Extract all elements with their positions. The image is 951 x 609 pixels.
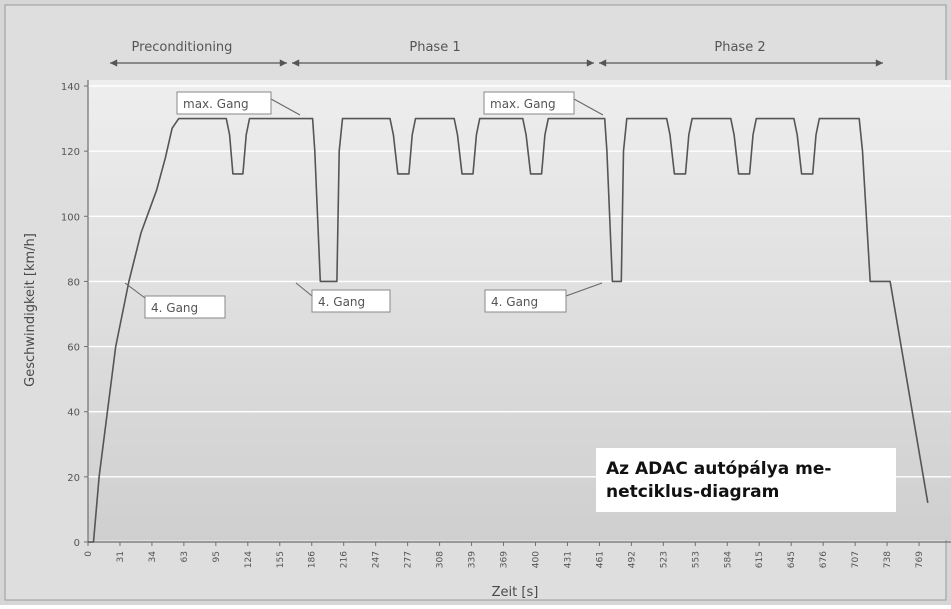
phase-label-1: Phase 1 [409, 40, 460, 55]
x-tick-label: 492 [627, 551, 637, 568]
x-tick-label: 615 [755, 551, 765, 568]
annotation-leader [270, 98, 301, 116]
x-tick-label: 645 [787, 551, 797, 568]
x-tick-label: 95 [212, 551, 222, 562]
annotation-4-gang-3: 4. Gang [491, 295, 538, 309]
x-tick-label: 34 [148, 551, 158, 563]
x-axis-label: Zeit [s] [492, 585, 539, 600]
y-axis-label: Geschwindigkeit [km/h] [23, 233, 38, 387]
x-tick-label: 523 [659, 551, 669, 568]
x-tick-label: 707 [851, 551, 861, 568]
caption-line-2: netciklus-diagram [606, 482, 779, 502]
caption-box: Az ADAC autópálya me- netciklus-diagram [596, 448, 896, 512]
annotations: max. Gang 4. Gang max. Gang 4. Gang 4. G… [124, 91, 604, 319]
y-tick-label: 20 [67, 473, 80, 484]
caption-line-1: Az ADAC autópálya me- [606, 459, 831, 479]
x-tick-label: 63 [180, 551, 190, 562]
x-tick-label: 769 [915, 551, 925, 568]
speed-series-line [88, 117, 929, 543]
x-tick-label: 431 [563, 551, 573, 568]
phase-label-preconditioning: Preconditioning [132, 40, 233, 55]
y-tick-label: 120 [61, 147, 80, 158]
x-tick-label: 676 [819, 551, 829, 568]
annotation-box [483, 91, 575, 115]
x-tick-label: 186 [308, 551, 318, 568]
annotation-leader [295, 282, 313, 297]
annotation-box [176, 91, 272, 115]
x-tick-label: 553 [691, 551, 701, 568]
x-tick-label: 339 [468, 551, 478, 568]
annotation-leader [124, 282, 146, 299]
x-tick-label: 738 [883, 551, 893, 568]
annotation-box [311, 289, 391, 313]
annotation-4-gang-2: 4. Gang [318, 295, 365, 309]
x-tick-label: 461 [595, 551, 605, 568]
x-tick-label: 247 [372, 551, 382, 568]
x-axis-ticks: 0 31 34 63 95 124 155 186 216 247 277 308 339 369 400 4… [84, 542, 925, 568]
x-tick-label: 155 [276, 551, 286, 568]
y-tick-label: 0 [74, 538, 80, 549]
annotation-max-gang-2: max. Gang [490, 97, 556, 111]
x-tick-label: 124 [244, 551, 254, 568]
annotation-max-gang-1: max. Gang [183, 97, 249, 111]
caption-background [596, 448, 896, 512]
x-tick-label: 31 [116, 551, 126, 562]
y-tick-label: 40 [67, 408, 80, 419]
x-tick-label: 308 [436, 551, 446, 568]
annotation-box [144, 295, 226, 319]
x-tick-label: 216 [340, 551, 350, 568]
x-tick-label: 400 [531, 551, 541, 568]
x-tick-label: 0 [84, 551, 94, 557]
annotation-box [484, 289, 567, 313]
y-tick-label: 60 [67, 343, 80, 354]
annotation-4-gang-1: 4. Gang [151, 301, 198, 315]
y-tick-label: 80 [67, 277, 80, 288]
annotation-leader [573, 98, 604, 116]
x-tick-label: 584 [723, 551, 733, 568]
x-tick-label: 369 [500, 551, 510, 568]
annotation-leader [565, 282, 603, 297]
x-tick-label: 277 [404, 551, 414, 568]
y-axis-ticks: 0 20 40 60 80 100 120 140 [61, 82, 88, 549]
y-tick-label: 140 [61, 82, 80, 93]
phase-label-2: Phase 2 [714, 40, 765, 55]
y-tick-label: 100 [61, 212, 80, 223]
phase-arrows: Preconditioning Phase 1 Phase 2 [110, 40, 883, 67]
